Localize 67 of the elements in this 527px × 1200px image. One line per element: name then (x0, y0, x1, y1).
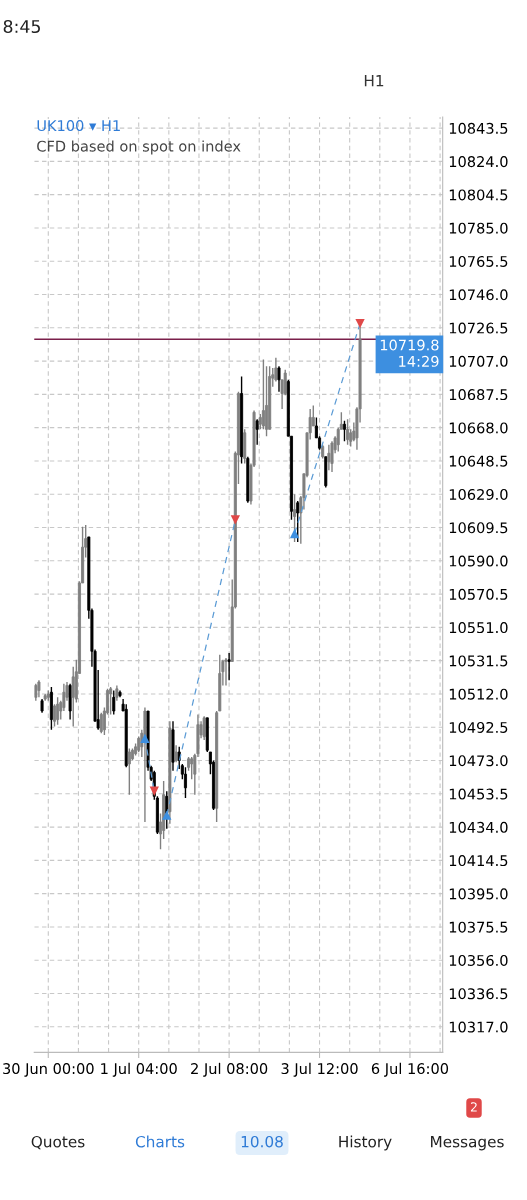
y-tick-label: 10531.5 (449, 655, 508, 667)
y-tick-label: 10570.5 (449, 588, 508, 600)
y-tick-label: 10492.5 (449, 721, 508, 733)
x-tick-label: 30 Jun 00:00 (3, 1063, 94, 1077)
candlestick (255, 418, 259, 446)
y-tick-label: 10375.5 (449, 921, 508, 933)
candlestick (112, 689, 116, 716)
y-tick-label: 10317.0 (449, 1021, 508, 1033)
candlestick (327, 444, 331, 472)
x-tick-label: 1 Jul 04:00 (101, 1062, 177, 1077)
candlestick (165, 790, 169, 830)
y-tick-label: 10629.0 (449, 488, 508, 500)
point (140, 733, 150, 743)
y-tick-label: 10746.0 (449, 289, 508, 301)
y-tick-label: 10590.0 (449, 555, 508, 567)
y-tick-label: 10804.5 (449, 189, 508, 201)
point (355, 318, 365, 329)
text: 8:45 (3, 19, 40, 34)
candlestick (274, 356, 278, 383)
candlestick (330, 440, 334, 473)
point (162, 810, 172, 820)
candlestick (190, 756, 194, 780)
y-tick-label: 10395.0 (449, 888, 508, 900)
y-tick-label: 10785.0 (449, 222, 508, 234)
text: Quotes (31, 1135, 85, 1150)
candlestick (224, 657, 228, 687)
y-tick-label: 10648.5 (449, 455, 508, 467)
candlestick (99, 712, 103, 734)
text: Charts (135, 1135, 185, 1148)
y-tick-label: 10687.5 (449, 389, 508, 401)
candlestick (56, 696, 60, 726)
y-tick-label: 10668.0 (449, 422, 508, 434)
candlestick (277, 365, 281, 393)
point (289, 528, 300, 539)
y-tick-label: 10336.5 (449, 988, 508, 1000)
y-tick-label: 10414.5 (449, 855, 508, 867)
text: CFD based on spot on index (37, 140, 241, 155)
candlestick (283, 368, 287, 396)
y-tick-label: 10453.5 (449, 788, 508, 800)
candlestick (109, 686, 113, 716)
candlestick (183, 766, 187, 799)
y-tick-label: 10551.0 (449, 622, 508, 634)
y-tick-label: 10707.0 (449, 355, 508, 367)
text: H1 (364, 75, 384, 87)
candlestick (127, 747, 131, 796)
candlestick (342, 420, 346, 443)
ref-line-label: 10719.8 14:29 (380, 339, 439, 367)
text: 2 (470, 1102, 477, 1112)
y-tick-label: 10765.5 (449, 255, 508, 267)
y-tick-label: 10726.5 (449, 322, 508, 334)
x-tick-label: 2 Jul 08:00 (191, 1062, 268, 1077)
y-tick-label: 10824.0 (449, 156, 508, 168)
candlestick (296, 500, 300, 543)
y-tick-label: 10843.5 (449, 122, 508, 134)
y-tick-label: 10609.5 (449, 522, 508, 534)
chart-title: UK100 ▾ H1 (37, 120, 120, 132)
candlestick (227, 652, 231, 681)
x-tick-label: 3 Jul 12:00 (281, 1062, 358, 1077)
x-tick-label: 6 Jul 16:00 (371, 1062, 449, 1077)
y-tick-label: 10512.0 (449, 688, 508, 700)
text: History (339, 1135, 392, 1151)
y-tick-label: 10434.0 (449, 821, 508, 833)
point (230, 515, 241, 525)
y-tick-label: 10473.0 (449, 755, 508, 767)
y-tick-label: 10356.0 (449, 954, 508, 966)
text: 10.08 (241, 1135, 283, 1148)
text: Messages (431, 1136, 504, 1151)
